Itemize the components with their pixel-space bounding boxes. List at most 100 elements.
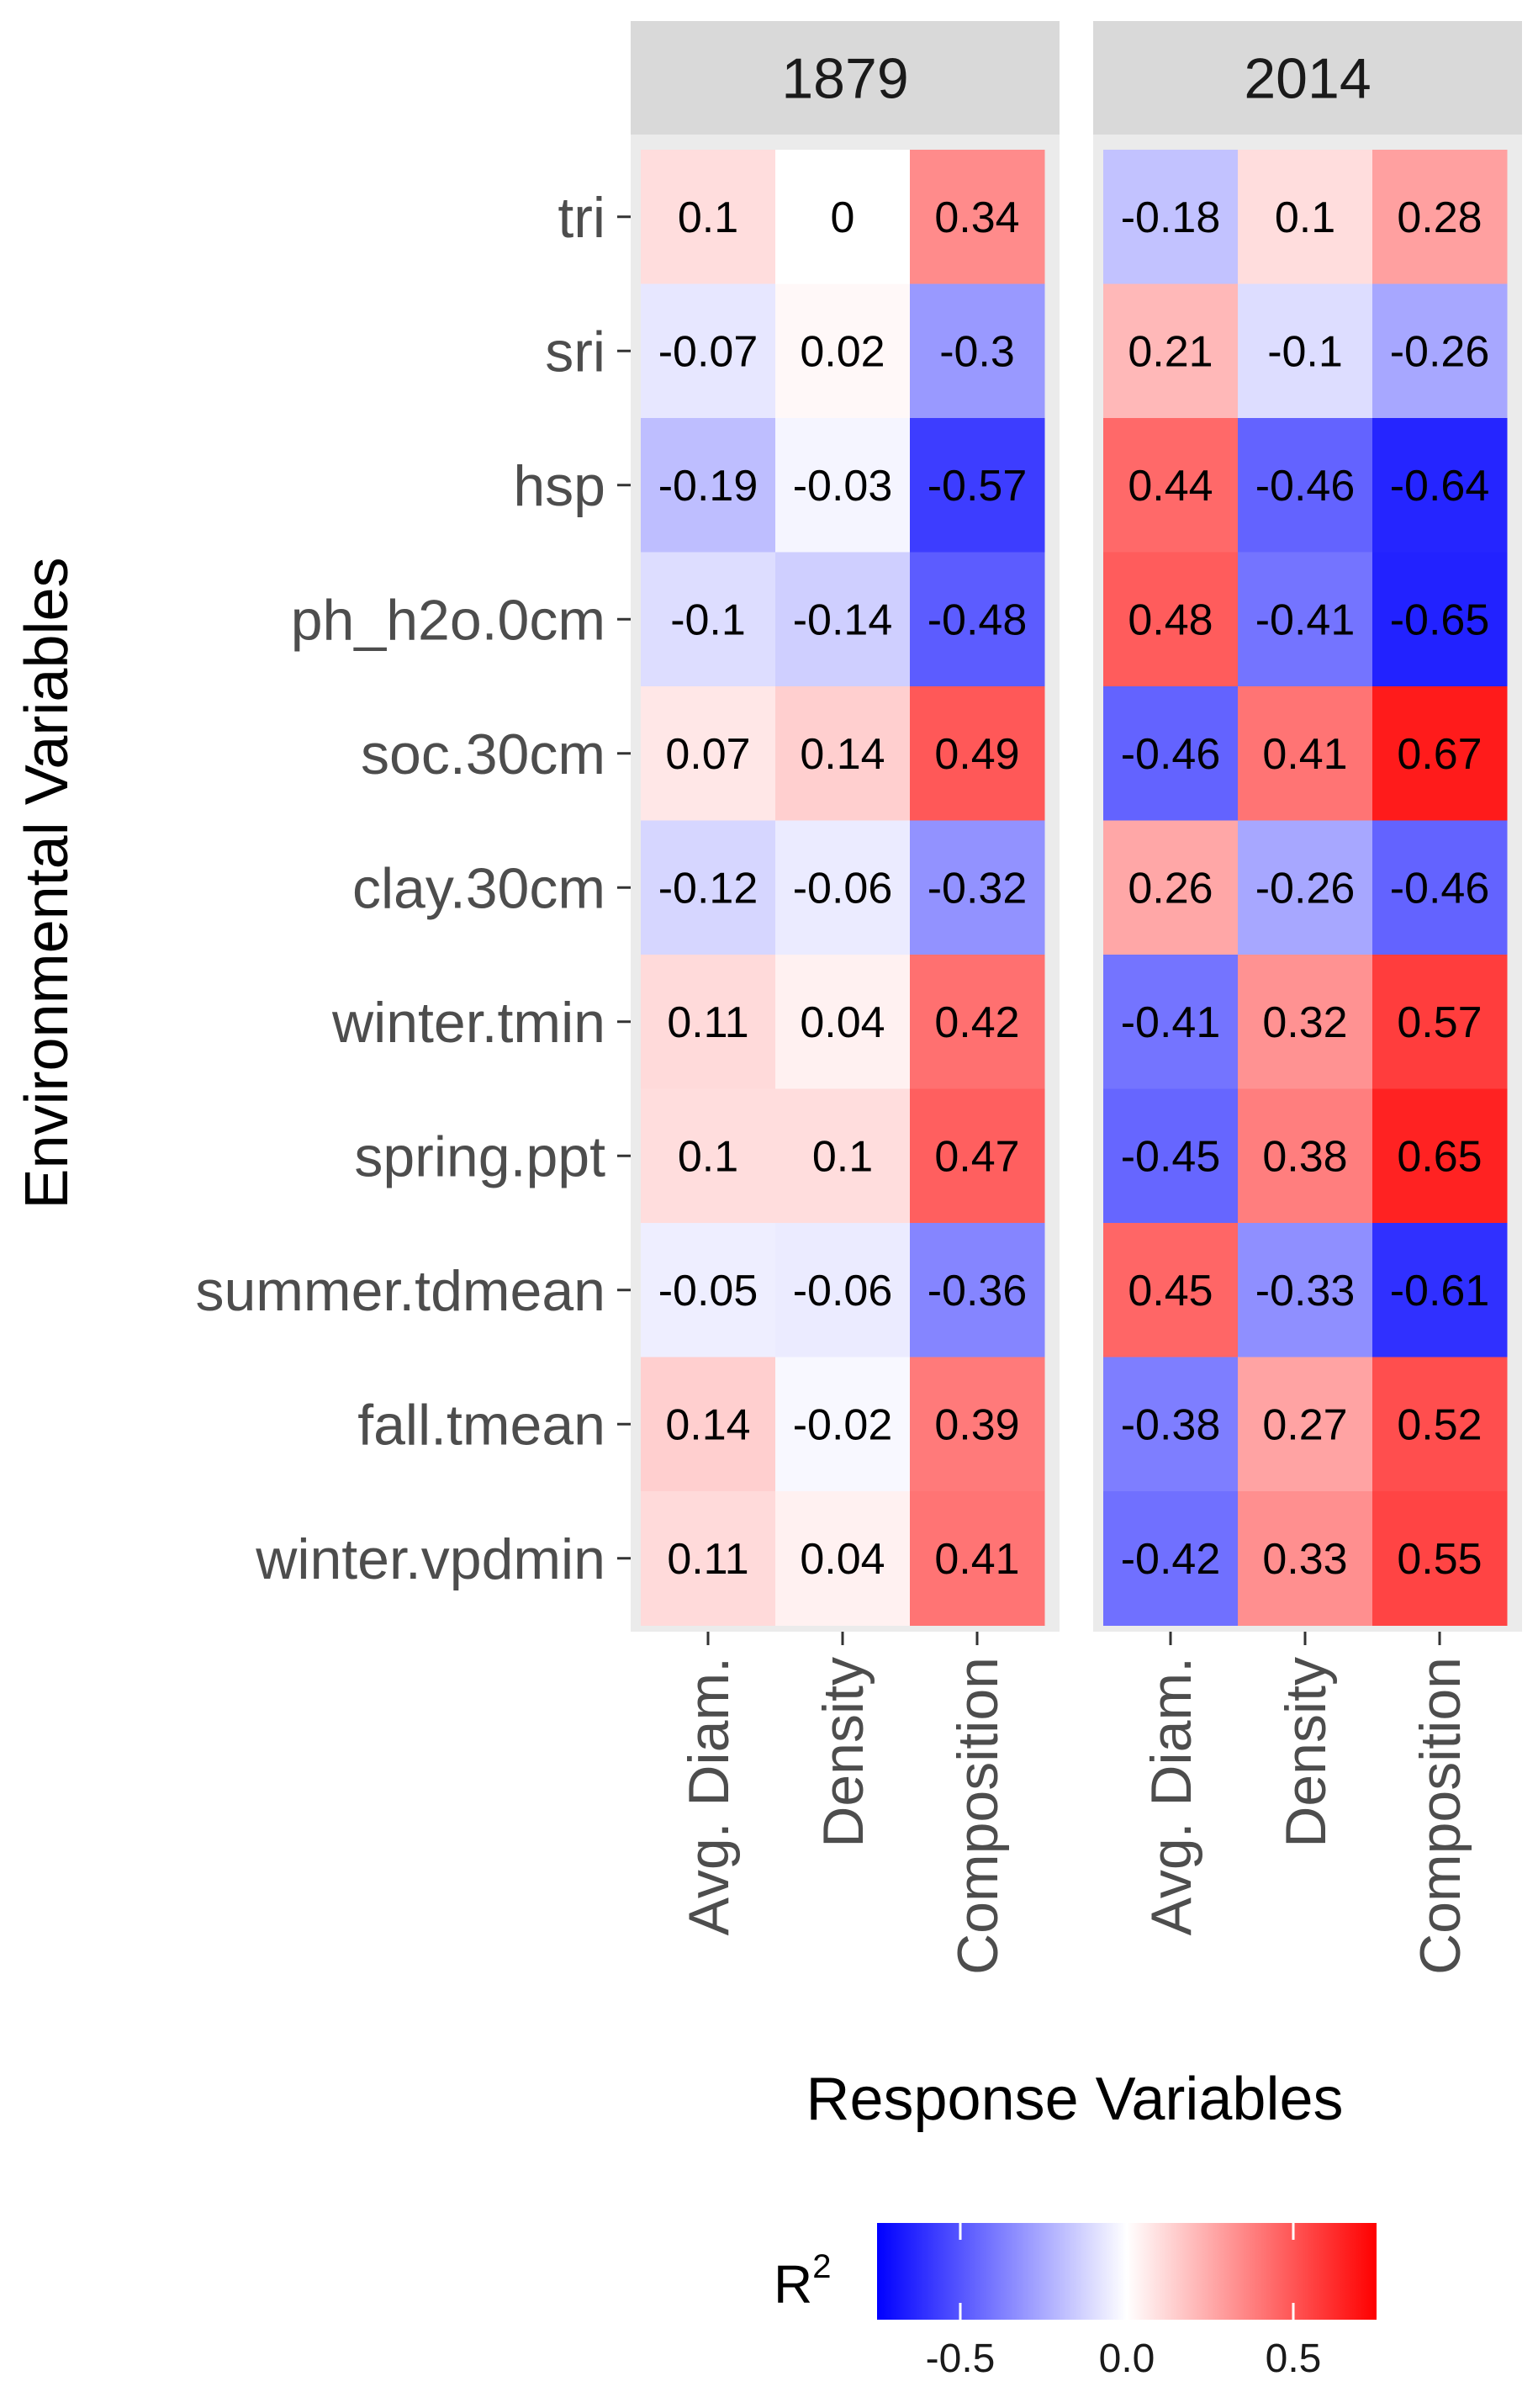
cell-value-label: 0.38 xyxy=(1262,1132,1347,1181)
heatmap-cell xyxy=(1372,955,1508,1089)
heatmap-cell xyxy=(1103,1088,1239,1224)
cell-value-label: -0.46 xyxy=(1255,462,1356,511)
heatmap-cell xyxy=(1103,418,1239,553)
cell-value-label: 0.32 xyxy=(1262,998,1347,1047)
y-tick-label: clay.30cm xyxy=(352,856,605,920)
heatmap-cell xyxy=(775,1357,911,1492)
heatmap-cell xyxy=(641,1088,776,1224)
heatmap-cell xyxy=(910,955,1045,1089)
cell-value-label: -0.46 xyxy=(1390,864,1490,913)
x-tick-label: Density xyxy=(811,1657,875,1848)
cell-value-label: 0.14 xyxy=(800,730,885,779)
heatmap-cell xyxy=(1103,686,1239,821)
heatmap-cell xyxy=(910,1223,1045,1357)
heatmap-cell xyxy=(641,283,776,419)
heatmap-cell xyxy=(641,418,776,553)
cell-value-label: 0.57 xyxy=(1397,998,1482,1047)
cell-value-label: -0.48 xyxy=(928,595,1028,644)
heatmap-cell xyxy=(775,1088,911,1224)
heatmap-cell xyxy=(1372,1223,1508,1357)
cell-value-label: -0.45 xyxy=(1121,1132,1221,1181)
cell-value-label: -0.02 xyxy=(793,1400,893,1449)
heatmap-cell xyxy=(641,1357,776,1492)
cell-value-label: 0.21 xyxy=(1128,327,1213,376)
heatmap-cell xyxy=(775,283,911,419)
cell-value-label: 0.1 xyxy=(678,193,738,242)
cell-value-label: -0.41 xyxy=(1121,998,1221,1047)
heatmap-cell xyxy=(1372,552,1508,687)
panels-layer: 1879 0.1 0 0.34 -0.07 0.02 -0.3 -0.19 -0.03 -0.57… xyxy=(631,21,1522,1975)
heatmap-cell xyxy=(775,1491,911,1626)
heatmap-cell xyxy=(641,552,776,687)
cell-value-label: -0.05 xyxy=(658,1267,758,1315)
heatmap-cell xyxy=(1103,820,1239,955)
cell-value-label: 0.47 xyxy=(934,1132,1019,1181)
heatmap-cell xyxy=(910,283,1045,419)
cell-value-label: 0.11 xyxy=(667,998,748,1047)
heatmap-cell xyxy=(775,418,911,553)
heatmap-cell xyxy=(1238,150,1373,284)
heatmap-cell xyxy=(775,820,911,955)
heatmap-cell xyxy=(1238,418,1373,553)
cell-value-label: -0.06 xyxy=(793,864,893,913)
cell-value-label: -0.03 xyxy=(793,462,893,511)
heatmap-cell xyxy=(775,150,911,284)
heatmap-cell xyxy=(910,1088,1045,1224)
cell-value-label: 0.41 xyxy=(934,1535,1019,1584)
cell-value-label: -0.1 xyxy=(1267,327,1343,376)
cell-value-label: 0.14 xyxy=(665,1400,750,1449)
y-tick-label: hsp xyxy=(513,454,605,518)
y-tick-label: summer.tdmean xyxy=(195,1259,605,1323)
cell-value-label: 0.02 xyxy=(800,327,885,376)
heatmap-cell xyxy=(910,418,1045,553)
heatmap-cell xyxy=(910,686,1045,821)
heatmap-cell xyxy=(775,686,911,821)
legend-title: R2 xyxy=(774,2248,831,2315)
heatmap-cell xyxy=(1372,283,1508,419)
cell-value-label: 0.44 xyxy=(1128,462,1213,511)
cell-value-label: 0.28 xyxy=(1397,193,1482,242)
heatmap-cell xyxy=(910,552,1045,687)
heatmap-cell xyxy=(641,150,776,284)
y-tick-label: winter.tmin xyxy=(331,991,605,1055)
x-tick-label: Composition xyxy=(1409,1657,1472,1975)
cell-value-label: 0.33 xyxy=(1262,1535,1347,1584)
cell-value-label: -0.42 xyxy=(1121,1535,1221,1584)
y-tick-label: winter.vpdmin xyxy=(255,1527,605,1591)
heatmap-cell xyxy=(641,820,776,955)
legend-tick-label: -0.5 xyxy=(926,2337,996,2381)
x-tick-label: Density xyxy=(1274,1657,1338,1848)
cell-value-label: -0.46 xyxy=(1121,730,1221,779)
cell-value-label: -0.64 xyxy=(1390,462,1490,511)
heatmap-cell xyxy=(1238,552,1373,687)
heatmap-cell xyxy=(1238,1357,1373,1492)
cell-value-label: -0.26 xyxy=(1390,327,1490,376)
panel-2014: 2014 -0.18 0.1 0.28 0.21 -0.1 -0.26 0.44 -0.46 -0… xyxy=(1093,21,1522,1975)
cell-value-label: -0.36 xyxy=(928,1267,1028,1315)
facet-strip-2014 xyxy=(1093,21,1522,135)
cell-value-label: -0.18 xyxy=(1121,193,1221,242)
legend-title-base: R xyxy=(774,2254,812,2315)
y-axis-labels: tri sri hsp ph_h2o.0cm soc.30cm clay.30cm wint… xyxy=(195,186,631,1591)
heatmap-cell xyxy=(1103,1357,1239,1492)
y-tick-label: sri xyxy=(545,320,605,384)
cell-value-label: -0.3 xyxy=(939,327,1015,376)
heatmap-cell xyxy=(1238,1088,1373,1224)
heatmap-cell xyxy=(1103,1491,1239,1626)
heatmap-cell xyxy=(1103,150,1239,284)
heatmap-cell xyxy=(1238,1491,1373,1626)
heatmap-cell xyxy=(1238,283,1373,419)
facet-strip-1879 xyxy=(631,21,1060,135)
x-tick-label: Composition xyxy=(946,1657,1010,1975)
cell-value-label: 0.41 xyxy=(1262,730,1347,779)
heatmap-cell xyxy=(910,820,1045,955)
heatmap-cell xyxy=(641,1223,776,1357)
heatmap-cell xyxy=(1372,150,1508,284)
cell-value-label: -0.14 xyxy=(793,595,893,644)
cell-value-label: 0.45 xyxy=(1128,1267,1213,1315)
y-tick-label: ph_h2o.0cm xyxy=(291,588,605,652)
heatmap-cell xyxy=(910,150,1045,284)
heatmap-cell xyxy=(1238,686,1373,821)
cell-value-label: 0.04 xyxy=(800,998,885,1047)
cell-value-label: 0.49 xyxy=(934,730,1019,779)
